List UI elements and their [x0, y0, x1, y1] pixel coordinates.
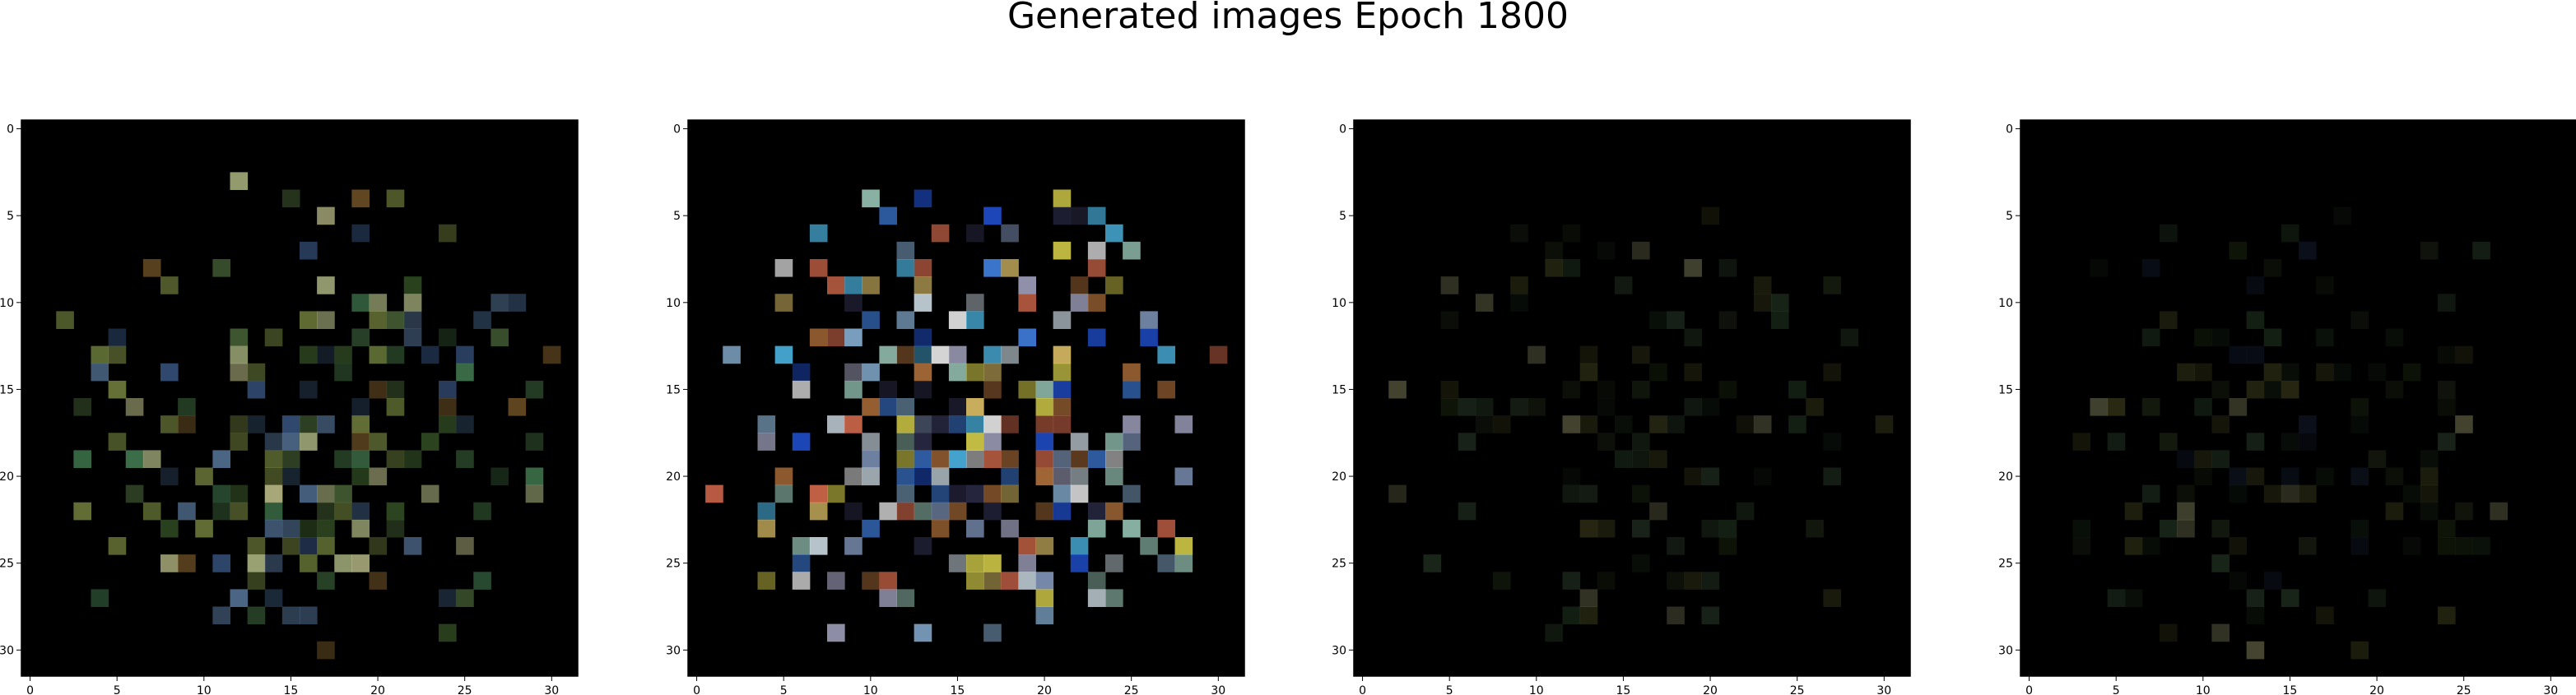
panel-4-x-tick-label: 5: [2113, 684, 2120, 695]
panel-4-y-tick-label: 20: [1998, 470, 2013, 484]
panel-4-y-tick-label: 0: [2006, 123, 2013, 137]
panel-1-y-tick-label: 20: [0, 470, 14, 484]
panel-2-y-tick-label: 30: [666, 644, 681, 657]
panel-4-x-tick-label: 0: [2025, 684, 2033, 695]
panel-4-x-tick-label: 20: [2369, 684, 2384, 695]
panel-1-x-tick-label: 10: [197, 684, 212, 695]
panel-1-x-tick-label: 15: [284, 684, 299, 695]
panel-2-y-tick-label: 10: [666, 297, 681, 310]
panel-1-x-tick-label: 0: [26, 684, 34, 695]
panel-1-pixels: [56, 172, 561, 660]
panel-3-y-tick-label: 25: [1332, 558, 1346, 571]
panel-3-y-tick-label: 5: [1339, 210, 1346, 223]
panel-3-pixels: [1388, 206, 1894, 642]
panel-1-y-tick-label: 10: [0, 297, 14, 310]
panel-4-y-tick-label: 30: [1998, 644, 2013, 657]
panel-2-y-tick-label: 20: [666, 470, 681, 484]
panel-4-pixels: [2072, 206, 2508, 660]
panel-3-x-tick-label: 20: [1703, 684, 1718, 695]
panel-3-x-tick-label: 25: [1790, 684, 1805, 695]
panel-2-x-tick-label: 5: [780, 684, 788, 695]
panel-4-y-tick-label: 10: [1998, 297, 2013, 310]
panel-2-x-tick-label: 10: [863, 684, 878, 695]
panel-4-x-tick-label: 10: [2196, 684, 2211, 695]
panel-3-image: [1354, 120, 1910, 676]
panel-1-y-tick-label: 15: [0, 383, 14, 396]
panel-3-x-tick-label: 10: [1529, 684, 1544, 695]
panel-1-y-tick-label: 25: [0, 558, 14, 571]
panel-3-x-tick-label: 5: [1446, 684, 1453, 695]
panel-1-x-tick-label: 25: [458, 684, 472, 695]
panel-3-x-tick-label: 30: [1876, 684, 1891, 695]
panel-4-y-tick-label: 25: [1998, 558, 2013, 571]
panel-3-y-tick-label: 15: [1332, 383, 1346, 396]
panel-1-x-tick-label: 20: [370, 684, 385, 695]
panel-3-y-tick-label: 10: [1332, 297, 1346, 310]
panel-2-x-tick-label: 30: [1211, 684, 1225, 695]
panel-2-y-tick-label: 5: [673, 210, 681, 223]
panel-4-x-tick-label: 30: [2543, 684, 2558, 695]
panel-1-x-tick-label: 5: [114, 684, 121, 695]
figure-title: Generated images Epoch 1800: [1007, 0, 1569, 37]
panel-3-y-tick-label: 0: [1339, 123, 1346, 137]
panel-3-x-tick-label: 15: [1616, 684, 1631, 695]
panel-2-y-tick-label: 0: [673, 123, 681, 137]
panel-4-y-tick-label: 15: [1998, 383, 2013, 396]
panel-3-y-tick-label: 30: [1332, 644, 1346, 657]
panel-1-y-tick-label: 5: [7, 210, 14, 223]
panel-2-x-tick-label: 15: [951, 684, 965, 695]
panel-4-x-tick-label: 15: [2283, 684, 2298, 695]
panel-2-x-tick-label: 0: [693, 684, 700, 695]
panel-1-y-tick-label: 30: [0, 644, 14, 657]
panel-4-x-tick-label: 25: [2457, 684, 2471, 695]
panel-2-x-tick-label: 25: [1124, 684, 1139, 695]
panel-1-x-tick-label: 30: [544, 684, 559, 695]
panel-2-y-tick-label: 15: [666, 383, 681, 396]
panel-4-y-tick-label: 5: [2006, 210, 2013, 223]
panel-2-pixels: [705, 189, 1228, 642]
panel-3-y-tick-label: 20: [1332, 470, 1346, 484]
panel-4-image: [2020, 120, 2576, 676]
panel-1-y-tick-label: 0: [7, 123, 14, 137]
panel-3-x-tick-label: 0: [1359, 684, 1366, 695]
panel-2-x-tick-label: 20: [1037, 684, 1052, 695]
panel-2-y-tick-label: 25: [666, 558, 681, 571]
